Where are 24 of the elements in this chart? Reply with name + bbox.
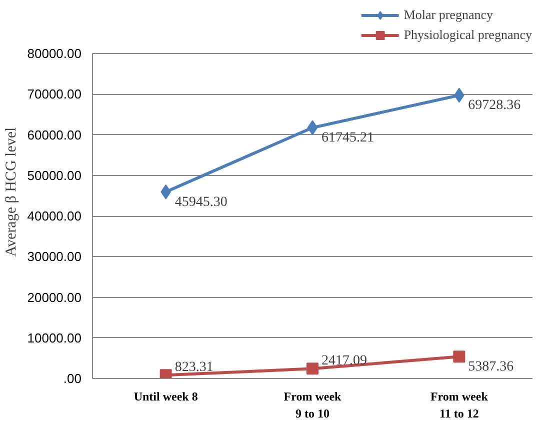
y-tick-label: 20000.00 <box>27 290 82 305</box>
y-tick-label: 30000.00 <box>27 249 82 264</box>
point <box>306 362 318 375</box>
x-tick-label: Until week 8 <box>134 390 198 404</box>
y-tick-label: 60000.00 <box>27 127 82 142</box>
x-tick-label: From week 9 to 10 <box>284 390 342 420</box>
point <box>453 350 466 363</box>
data-label: 2417.09 <box>322 354 367 369</box>
x-tick-label: From week 11 to 12 <box>430 390 488 420</box>
y-axis-title: Average β HCG level <box>3 127 20 257</box>
point <box>307 120 318 136</box>
y-tick-label: 70000.00 <box>27 86 82 102</box>
legend-label: Physiological pregnancy <box>404 27 532 43</box>
data-label: 45945.30 <box>174 194 228 210</box>
y-tick-label: 40000.00 <box>27 208 82 224</box>
data-label: 823.31 <box>174 360 214 376</box>
y-tick-label: .00 <box>63 371 82 386</box>
data-label: 61745.21 <box>322 130 374 146</box>
legend-label: Molar pregnancy <box>404 7 493 23</box>
data-label: 69728.36 <box>468 98 521 114</box>
y-tick-label: 50000.00 <box>27 168 82 183</box>
data-label: 5387.36 <box>468 360 514 375</box>
y-tick-label: 10000.00 <box>27 330 82 346</box>
y-tick-label: 80000.00 <box>27 46 82 61</box>
